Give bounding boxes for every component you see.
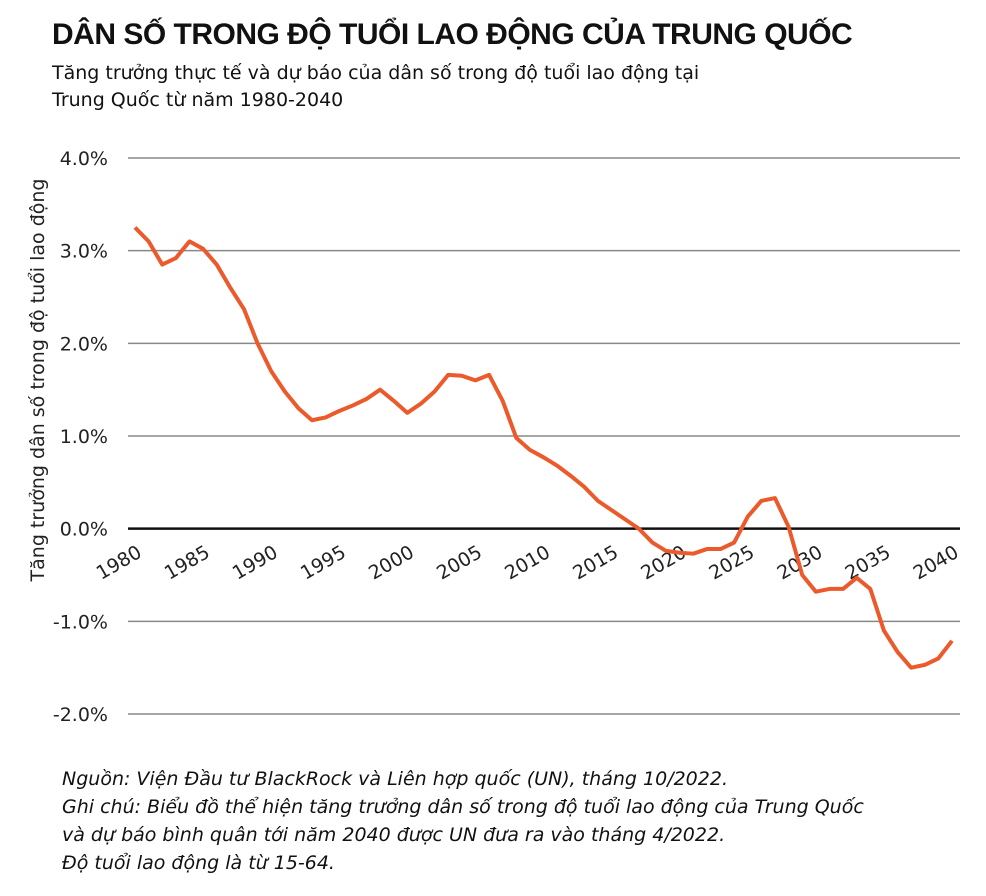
x-tick-label: 1980 [93, 541, 146, 584]
x-tick-label: 2005 [433, 541, 486, 584]
data-line [133, 226, 954, 670]
y-tick-label: 3.0% [60, 241, 108, 263]
x-tick-label: 2040 [910, 541, 963, 584]
x-tick-label: 2010 [501, 541, 554, 584]
x-tick-label: 2015 [569, 541, 622, 584]
y-tick-label: 0.0% [60, 519, 108, 541]
y-tick-label: 2.0% [60, 333, 108, 355]
x-tick-label: 1995 [297, 541, 350, 584]
y-axis-label: Tăng trưởng dân số trong độ tuổi lao độn… [27, 179, 49, 583]
chart-subtitle: Tăng trưởng thực tế và dự báo của dân số… [52, 62, 700, 111]
y-tick-label: -1.0% [53, 611, 108, 633]
x-tick-label: 2035 [842, 541, 895, 584]
note-line: Độ tuổi lao động là từ 15-64. [62, 852, 335, 874]
note-line: Nguồn: Viện Đầu tư BlackRock và Liên hợp… [62, 768, 728, 790]
note-line: Ghi chú: Biểu đồ thể hiện tăng trưởng dâ… [62, 796, 864, 818]
y-tick-label: 1.0% [60, 426, 108, 448]
y-tick-label: -2.0% [53, 704, 108, 726]
x-tick-label: 1990 [229, 541, 282, 584]
x-tick-label: 2000 [365, 541, 418, 584]
x-tick-label: 1985 [161, 541, 214, 584]
chart-title: DÂN SỐ TRONG ĐỘ TUỔI LAO ĐỘNG CỦA TRUNG … [52, 18, 853, 51]
notes: Nguồn: Viện Đầu tư BlackRock và Liên hợp… [62, 765, 864, 877]
y-tick-label: 4.0% [60, 148, 108, 170]
note-line: và dự báo bình quân tới năm 2040 được UN… [62, 824, 726, 846]
